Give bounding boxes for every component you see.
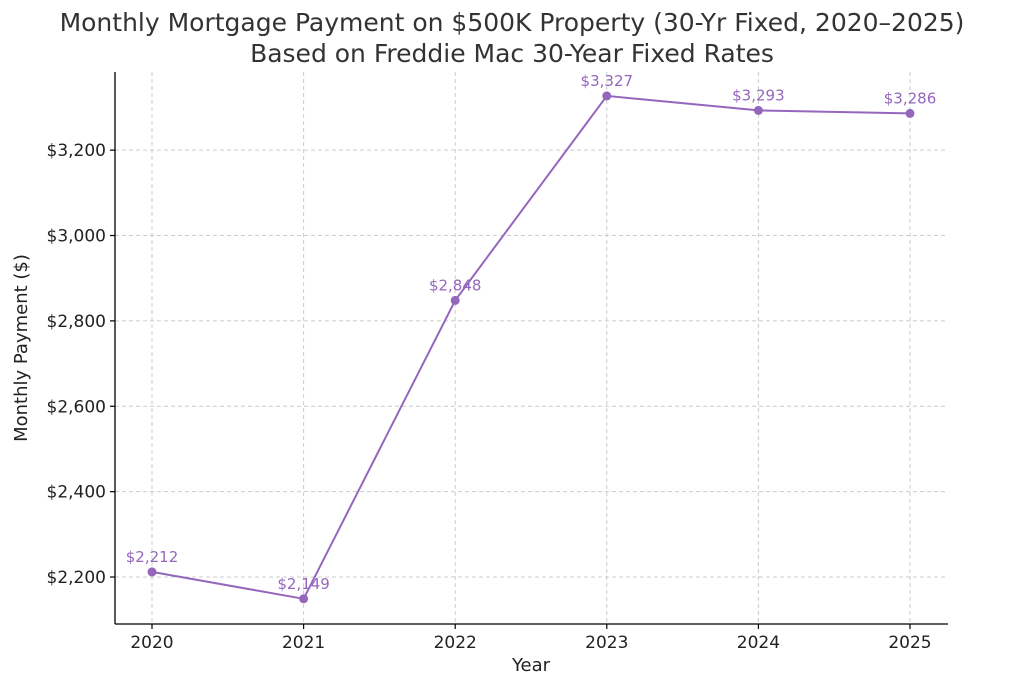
series-line bbox=[151, 94, 911, 600]
data-label: $2,149 bbox=[277, 575, 330, 593]
chart-title: Monthly Mortgage Payment on $500K Proper… bbox=[59, 8, 965, 37]
x-tick-label: 2025 bbox=[888, 633, 931, 653]
y-tick-label: $2,600 bbox=[47, 397, 106, 417]
data-points bbox=[147, 91, 915, 604]
x-tick-label: 2020 bbox=[130, 633, 173, 653]
data-point bbox=[147, 567, 157, 577]
y-tick-label: $2,400 bbox=[47, 483, 106, 503]
data-point bbox=[602, 91, 612, 101]
y-axis-label: Monthly Payment ($) bbox=[11, 254, 32, 442]
y-gridlines bbox=[115, 149, 948, 578]
data-label: $2,848 bbox=[429, 276, 482, 294]
y-axis-ticks: $2,200 $2,400 $2,600 $2,800 $3,000 $3,200 bbox=[47, 141, 115, 588]
y-tick-label: $3,200 bbox=[47, 141, 106, 161]
y-tick-label: $3,000 bbox=[47, 227, 106, 247]
data-label: $3,293 bbox=[732, 86, 785, 104]
data-point bbox=[299, 594, 309, 604]
x-tick-label: 2024 bbox=[737, 633, 780, 653]
data-point bbox=[450, 295, 460, 305]
x-tick-label: 2023 bbox=[585, 633, 628, 653]
data-label: $3,327 bbox=[581, 72, 634, 90]
data-label: $2,212 bbox=[126, 548, 179, 566]
x-axis-ticks: 2020 2021 2022 2023 2024 2025 bbox=[130, 624, 932, 653]
data-point bbox=[753, 105, 763, 115]
chart-subtitle: Based on Freddie Mac 30-Year Fixed Rates bbox=[250, 39, 774, 68]
x-tick-label: 2021 bbox=[282, 633, 325, 653]
data-labels: $2,212 $2,149 $2,848 $3,327 $3,293 $3,286 bbox=[126, 72, 937, 593]
y-tick-label: $2,200 bbox=[47, 568, 106, 588]
x-axis-label: Year bbox=[511, 655, 551, 676]
x-gridlines bbox=[151, 72, 911, 624]
x-tick-label: 2022 bbox=[434, 633, 477, 653]
y-tick-label: $2,800 bbox=[47, 312, 106, 332]
data-point bbox=[905, 108, 915, 118]
data-label: $3,286 bbox=[884, 89, 937, 107]
